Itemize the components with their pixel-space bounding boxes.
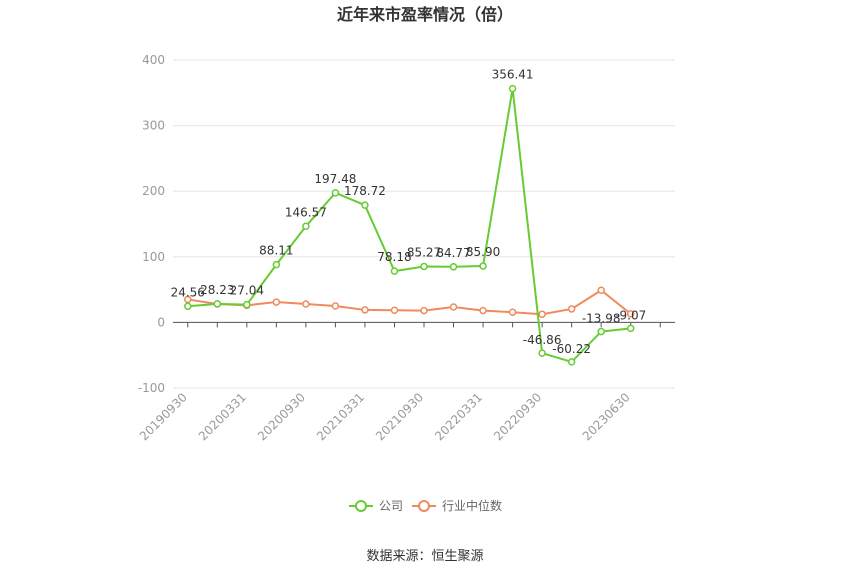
series-line-1	[187, 289, 632, 316]
x-tick-label: 20210930	[373, 390, 426, 443]
data-point[interactable]	[538, 310, 546, 318]
data-point[interactable]	[331, 302, 340, 310]
data-point[interactable]	[390, 267, 399, 275]
data-label: 78.18	[377, 250, 411, 264]
y-tick-label: 200	[142, 184, 165, 198]
x-tick-label: 20200930	[255, 390, 308, 443]
data-label: 146.57	[285, 205, 327, 219]
data-point[interactable]	[626, 310, 635, 318]
data-point[interactable]	[597, 286, 605, 295]
data-label: 27.04	[230, 284, 264, 298]
x-tick-label: 20200331	[196, 390, 249, 443]
data-label: 178.72	[344, 184, 386, 198]
data-label: 24.56	[171, 285, 205, 299]
grid-lines	[173, 59, 675, 389]
chart-title: 近年来市盈率情况（倍）	[337, 5, 513, 24]
data-label: 85.90	[466, 245, 500, 259]
data-point[interactable]	[626, 324, 635, 333]
data-label: 28.23	[200, 283, 234, 297]
data-point[interactable]	[331, 189, 340, 197]
data-point[interactable]	[243, 300, 251, 309]
data-label: -60.22	[552, 342, 591, 356]
data-label: 356.41	[492, 68, 534, 82]
y-tick-label: -100	[138, 381, 165, 395]
data-point[interactable]	[567, 358, 576, 366]
data-label: 85.27	[407, 245, 441, 259]
legend-label-industry-median: 行业中位数	[442, 498, 502, 513]
data-point[interactable]	[184, 295, 192, 304]
legend-item-industry-median[interactable]: 行业中位数	[412, 498, 502, 513]
data-label: -9.07	[615, 308, 646, 322]
series-group	[184, 84, 635, 366]
series-line-0	[187, 88, 631, 364]
data-point[interactable]	[302, 222, 310, 231]
data-point[interactable]	[479, 262, 487, 270]
data-point[interactable]	[361, 306, 369, 314]
data-point[interactable]	[302, 300, 310, 308]
y-tick-label: 400	[142, 53, 165, 67]
data-point[interactable]	[420, 306, 428, 315]
data-point[interactable]	[597, 327, 605, 336]
data-point[interactable]	[390, 306, 399, 315]
data-point[interactable]	[567, 305, 576, 313]
data-point[interactable]	[508, 84, 517, 93]
legend: 公司 行业中位数	[349, 498, 502, 513]
data-point[interactable]	[361, 201, 369, 209]
data-label: 84.77	[436, 246, 470, 260]
legend-item-company[interactable]: 公司	[349, 499, 403, 513]
y-axis: -100 0 100 200 300 400	[138, 53, 165, 395]
legend-label-company: 公司	[379, 499, 403, 513]
data-point[interactable]	[213, 300, 222, 308]
y-tick-label: 300	[142, 119, 165, 133]
source-note: 数据来源：恒生聚源	[366, 549, 483, 564]
x-tick-label: 20210331	[314, 390, 367, 443]
data-label: -13.98	[582, 312, 621, 326]
x-tick-label: 20190930	[137, 390, 190, 443]
data-label: 88.11	[259, 244, 293, 258]
data-point[interactable]	[420, 262, 428, 271]
y-tick-label: 100	[142, 250, 165, 264]
data-point[interactable]	[449, 263, 458, 271]
x-tick-label: 20230630	[580, 390, 633, 443]
data-point[interactable]	[184, 302, 192, 311]
data-point[interactable]	[508, 308, 517, 316]
y-tick-label: 0	[157, 315, 165, 329]
x-tick-label: 20220331	[432, 390, 485, 443]
data-point[interactable]	[272, 260, 281, 269]
x-axis: 20190930 20200331 20200930 20210331 20210930…	[137, 321, 675, 443]
x-tick-label: 20220930	[491, 390, 544, 443]
data-point[interactable]	[449, 303, 458, 311]
data-point[interactable]	[272, 298, 281, 306]
data-label: -46.86	[523, 333, 562, 347]
data-point[interactable]	[479, 306, 487, 315]
data-point[interactable]	[538, 349, 546, 357]
data-label: 197.48	[314, 172, 356, 186]
